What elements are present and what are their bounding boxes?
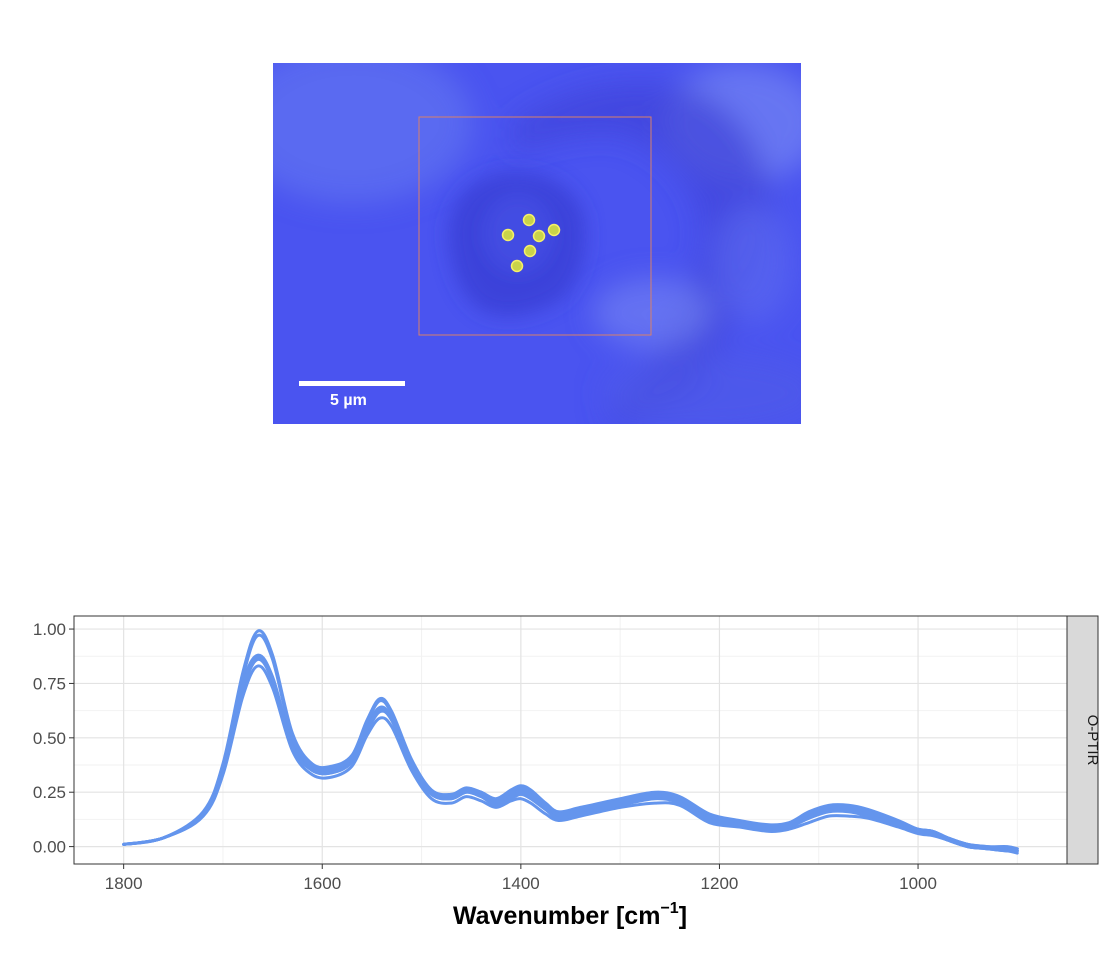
y-tick-label: 0.25 — [33, 783, 66, 802]
measurement-point[interactable] — [523, 244, 537, 258]
scale-bar-label: 5 µm — [330, 392, 367, 409]
y-axis: 0.00 0.25 0.50 0.75 1.00 — [33, 620, 74, 857]
x-axis-title-superscript: −1 — [660, 900, 678, 917]
spectrum-line — [122, 664, 1019, 853]
spectrum-line — [122, 655, 1019, 853]
facet-strip — [1066, 615, 1099, 865]
x-tick-label: 1200 — [701, 874, 739, 893]
measurement-point[interactable] — [510, 259, 524, 273]
micrograph-texture — [273, 63, 801, 424]
scale-bar — [299, 381, 405, 386]
measurement-point[interactable] — [501, 228, 515, 242]
y-tick-label: 0.50 — [33, 729, 66, 748]
x-tick-label: 1000 — [899, 874, 937, 893]
x-axis-title: Wavenumber [cm−1] — [453, 900, 687, 930]
measurement-point[interactable] — [532, 229, 546, 243]
y-tick-label: 0.00 — [33, 838, 66, 857]
spectrum-chart-svg: O-PTIR 0.00 0.25 0.50 0.75 1.00 1800 1600 1400… — [33, 615, 1101, 930]
roi-box — [418, 116, 652, 336]
x-tick-label: 1400 — [502, 874, 540, 893]
x-axis: 1800 1600 1400 1200 1000 — [105, 864, 937, 893]
y-tick-label: 0.75 — [33, 674, 66, 693]
series-lines — [122, 629, 1019, 855]
measurement-points — [501, 213, 561, 273]
grid — [74, 616, 1067, 864]
x-axis-title-main: Wavenumber [cm — [453, 902, 660, 930]
x-tick-label: 1600 — [303, 874, 341, 893]
x-axis-title-suffix: ] — [679, 902, 687, 930]
spectrum-chart: O-PTIR 0.00 0.25 0.50 0.75 1.00 1800 1600 1400… — [0, 600, 1117, 960]
spectrum-line — [122, 633, 1019, 851]
x-tick-label: 1800 — [105, 874, 143, 893]
micrograph-svg — [273, 63, 801, 424]
measurement-point[interactable] — [547, 223, 561, 237]
measurement-point[interactable] — [522, 213, 536, 227]
micrograph-image — [273, 63, 801, 424]
cell-body — [448, 172, 586, 316]
facet-label: O-PTIR — [1084, 715, 1101, 766]
y-tick-label: 1.00 — [33, 620, 66, 639]
